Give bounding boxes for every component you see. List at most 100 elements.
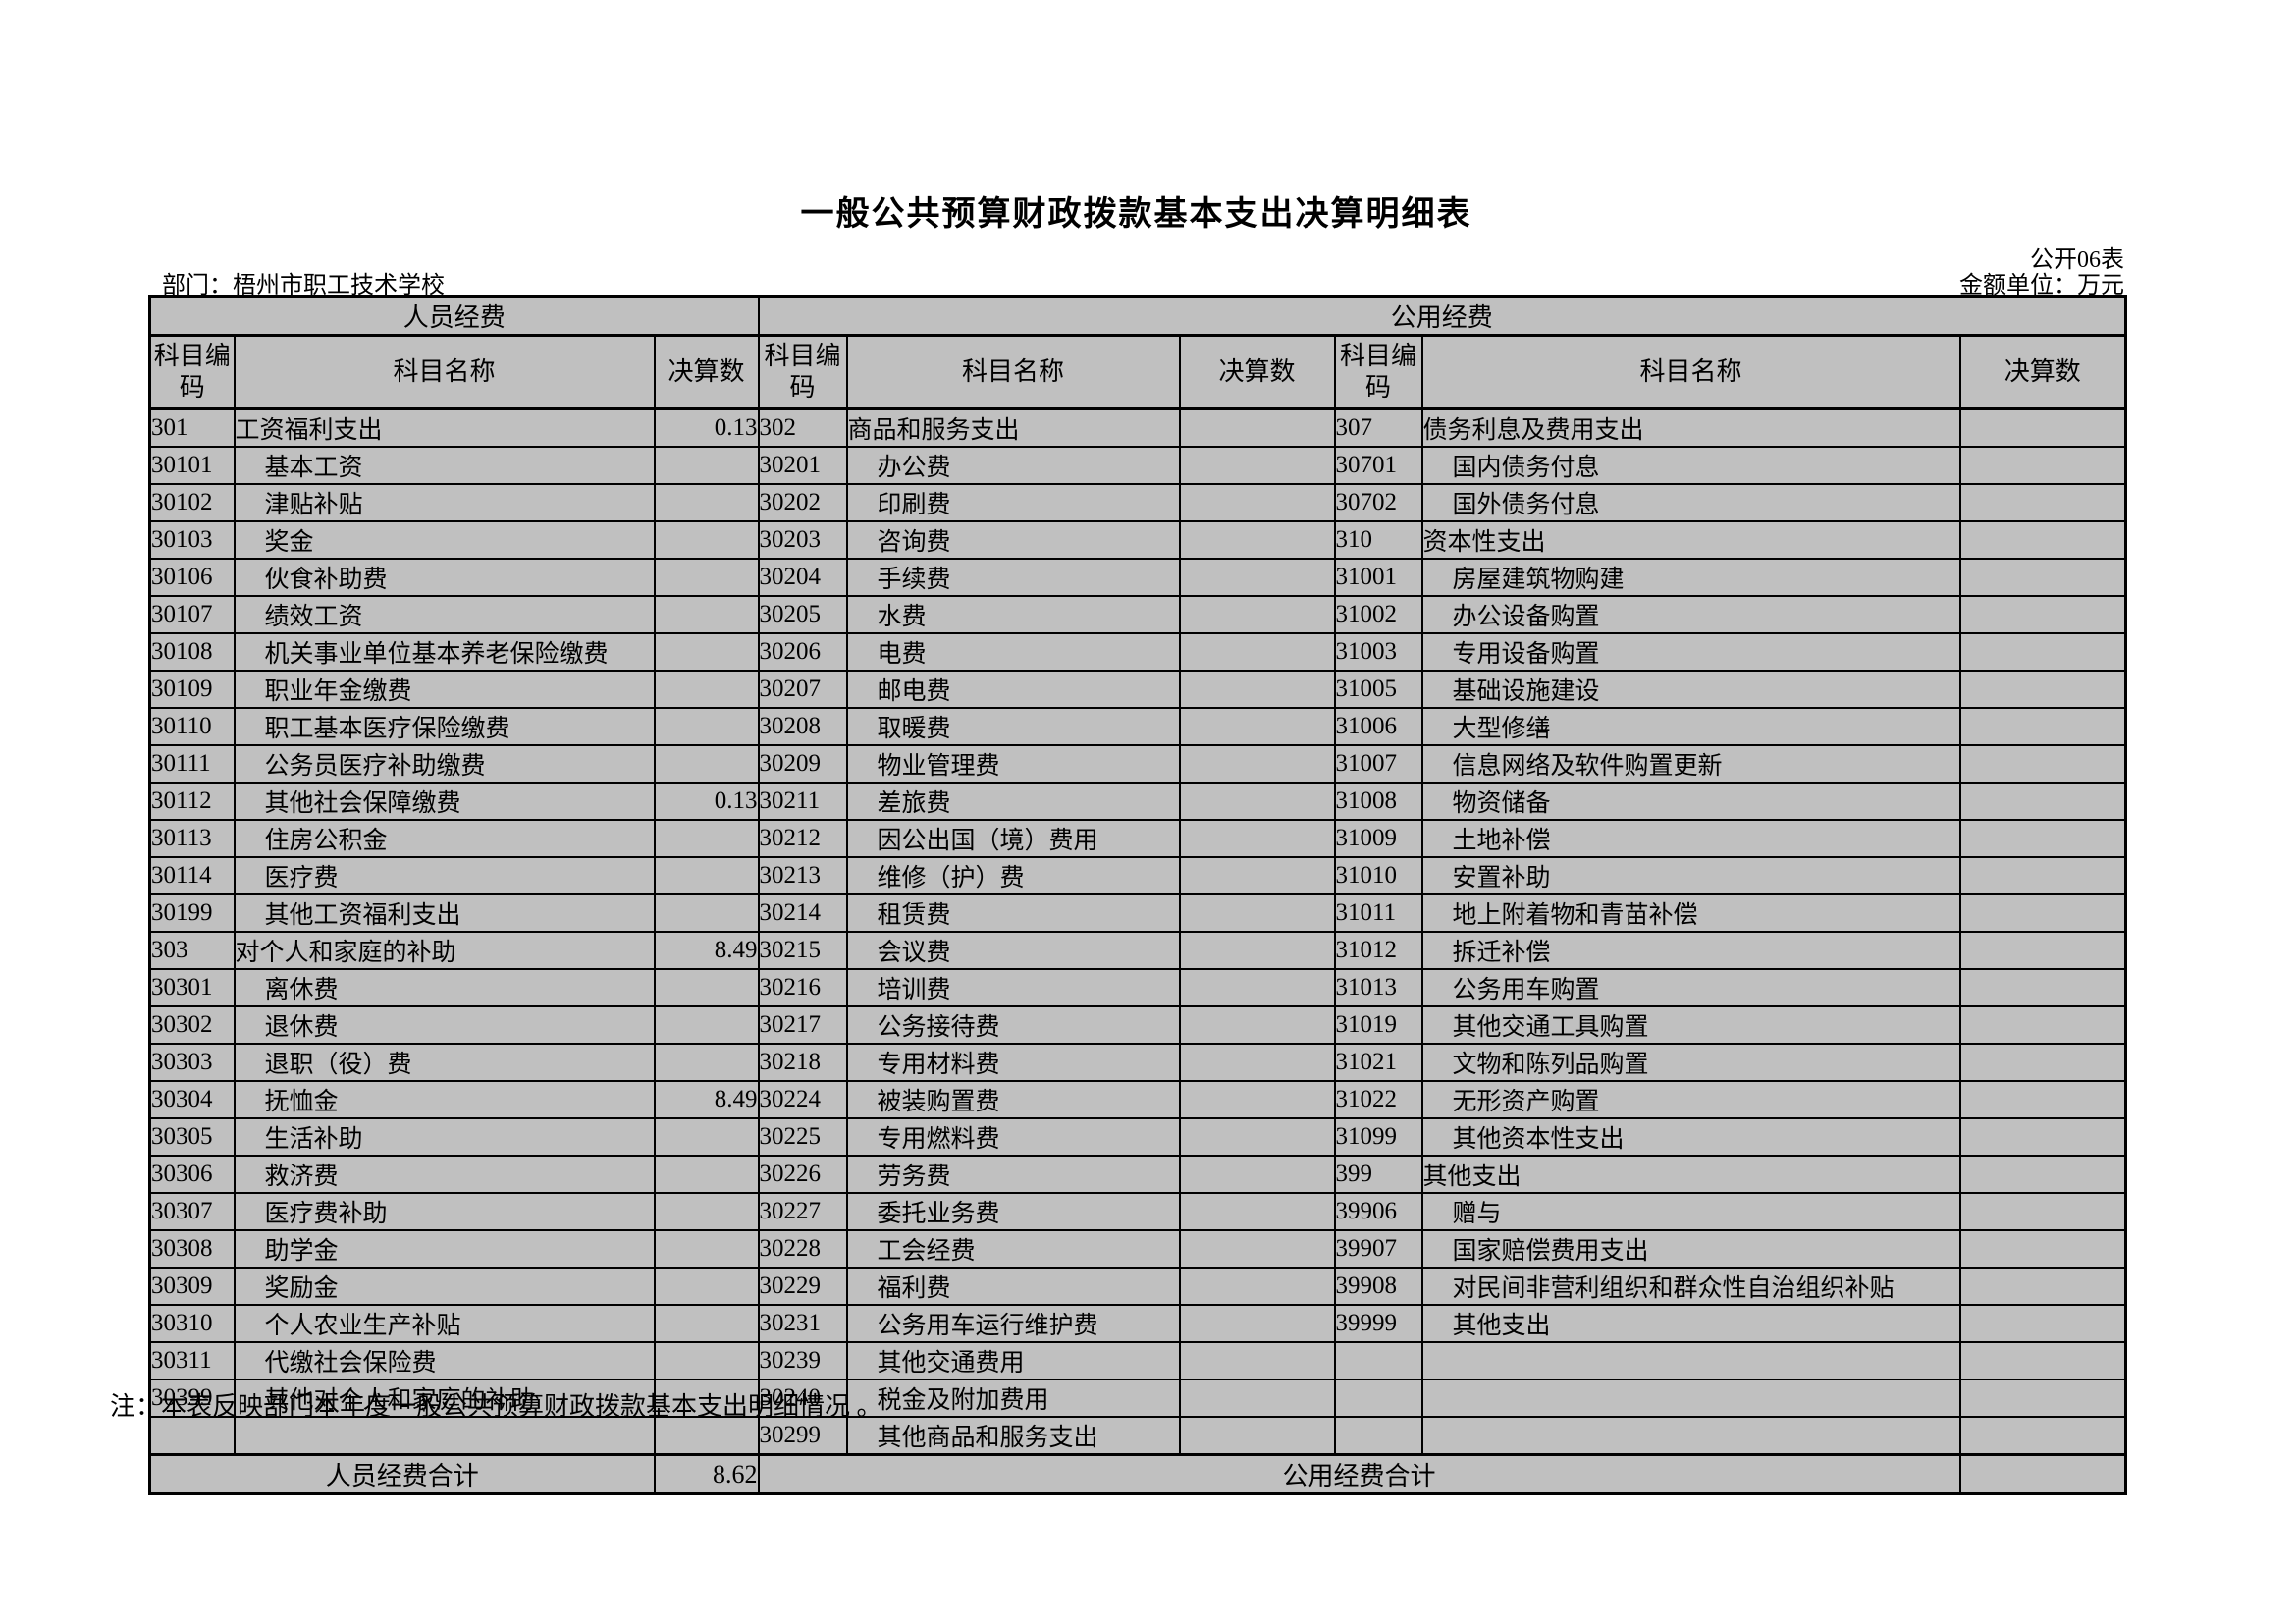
subject-name-cell: 基本工资 [233,446,656,485]
subject-name-cell: 其他对个人和家庭的补助 [233,1379,656,1418]
subject-code-cell: 30303 [148,1043,236,1082]
budget-table: 人员经费 公用经费 科目编码 科目名称 决算数 科目编码 科目名称 决算数 科目… [148,295,2128,1495]
subject-code-cell: 30203 [757,520,848,560]
subject-name-cell: 邮电费 [845,670,1181,709]
table-row: 301 工资福利支出 0.13 302 商品和服务支出 307 债务利息及费用支出 [148,407,2127,448]
final-amount-cell [1178,968,1336,1007]
subject-code-cell: 31012 [1333,931,1423,970]
subject-name-cell: 离休费 [233,968,656,1007]
subject-name-cell: 对个人和家庭的补助 [233,931,656,970]
final-amount-cell [1178,595,1336,634]
subject-code-cell: 30229 [757,1267,848,1306]
final-amount-cell [653,595,760,634]
final-amount-cell [1178,744,1336,784]
subject-name-cell: 抚恤金 [233,1080,656,1119]
subject-code-cell: 30207 [757,670,848,709]
subject-name-cell: 其他社会保障缴费 [233,782,656,821]
subject-code-cell: 30109 [148,670,236,709]
subject-name-cell: 其他支出 [1420,1155,1961,1194]
subject-name-cell: 劳务费 [845,1155,1181,1194]
subject-name-cell: 退职（役）费 [233,1043,656,1082]
final-amount-cell [1958,1117,2127,1157]
subject-name-cell: 税金及附加费用 [845,1379,1181,1418]
table-row: 30304 抚恤金 8.49 30224 被装购置费 31022 无形资产购置 [148,1080,2127,1119]
column-header-row: 科目编码 科目名称 决算数 科目编码 科目名称 决算数 科目编码 科目名称 决算… [148,334,2127,410]
subject-code-cell [1333,1379,1423,1418]
final-amount-cell [1958,707,2127,746]
final-amount-cell [1958,1229,2127,1269]
final-amount-cell [1958,483,2127,522]
col-header-name: 科目名称 [1420,334,1961,410]
subject-code-cell: 31003 [1333,632,1423,672]
subject-name-cell: 职工基本医疗保险缴费 [233,707,656,746]
group-header-personnel: 人员经费 [148,295,760,337]
final-amount-cell [1958,893,2127,933]
table-row: 30103 奖金 30203 咨询费 310 资本性支出 [148,520,2127,560]
subject-name-cell: 助学金 [233,1229,656,1269]
subject-name-cell: 公务员医疗补助缴费 [233,744,656,784]
final-amount-cell [653,1043,760,1082]
subject-code-cell: 30113 [148,819,236,858]
subject-code-cell: 30302 [148,1005,236,1045]
subject-code-cell: 30204 [757,558,848,597]
final-amount-cell [1178,819,1336,858]
subject-code-cell: 31007 [1333,744,1423,784]
subject-code-cell: 30106 [148,558,236,597]
subject-name-cell: 地上附着物和青苗补偿 [1420,893,1961,933]
subject-code-cell: 30307 [148,1192,236,1231]
subject-name-cell: 代缴社会保险费 [233,1341,656,1380]
table-row: 30107 绩效工资 30205 水费 31002 办公设备购置 [148,595,2127,634]
subject-name-cell: 手续费 [845,558,1181,597]
final-amount-cell [653,1155,760,1194]
final-amount-cell [653,893,760,933]
subject-name-cell: 土地补偿 [1420,819,1961,858]
final-amount-cell [653,1416,760,1456]
subject-code-cell: 30199 [148,893,236,933]
final-amount-cell [1178,1043,1336,1082]
subject-code-cell: 30217 [757,1005,848,1045]
subject-code-cell: 31005 [1333,670,1423,709]
subject-name-cell: 安置补助 [1420,856,1961,895]
subject-name-cell: 工资福利支出 [233,407,656,448]
subject-code-cell: 31008 [1333,782,1423,821]
amount-unit-label: 金额单位：万元 [1959,273,2124,298]
final-amount-cell [1958,744,2127,784]
subject-name-cell: 其他工资福利支出 [233,893,656,933]
final-amount-cell [1178,670,1336,709]
subject-code-cell: 30212 [757,819,848,858]
public-total-label: 公用经费合计 [757,1453,1961,1495]
subject-code-cell: 30216 [757,968,848,1007]
final-amount-cell [1178,931,1336,970]
subject-code-cell: 30213 [757,856,848,895]
subject-code-cell: 30301 [148,968,236,1007]
subject-name-cell: 赠与 [1420,1192,1961,1231]
subject-code-cell: 30228 [757,1229,848,1269]
subject-name-cell: 其他资本性支出 [1420,1117,1961,1157]
table-row: 30301 离休费 30216 培训费 31013 公务用车购置 [148,968,2127,1007]
final-amount-cell [1178,707,1336,746]
final-amount-cell [1178,446,1336,485]
col-header-code: 科目编码 [757,334,848,410]
final-amount-cell [1178,407,1336,448]
subject-name-cell: 其他支出 [1420,1304,1961,1343]
table-row: 30311 代缴社会保险费 30239 其他交通费用 [148,1341,2127,1380]
col-header-code: 科目编码 [148,334,236,410]
subject-name-cell: 伙食补助费 [233,558,656,597]
subject-name-cell: 委托业务费 [845,1192,1181,1231]
subject-name-cell: 基础设施建设 [1420,670,1961,709]
subject-code-cell: 31099 [1333,1117,1423,1157]
subject-name-cell: 会议费 [845,931,1181,970]
final-amount-cell [1178,558,1336,597]
page-title: 一般公共预算财政拨款基本支出决算明细表 [800,196,1472,233]
table-note: 注：本表反映部门本年度一般公共预算财政拨款基本支出明细情况 。 [110,1392,882,1421]
subject-name-cell: 退休费 [233,1005,656,1045]
subject-code-cell: 30226 [757,1155,848,1194]
final-amount-cell [1178,1379,1336,1418]
subject-name-cell: 专用设备购置 [1420,632,1961,672]
final-amount-cell [653,1229,760,1269]
col-header-value: 决算数 [653,334,760,410]
final-amount-cell [1958,1155,2127,1194]
subject-code-cell: 31009 [1333,819,1423,858]
subject-code-cell: 30309 [148,1267,236,1306]
subject-name-cell: 物业管理费 [845,744,1181,784]
